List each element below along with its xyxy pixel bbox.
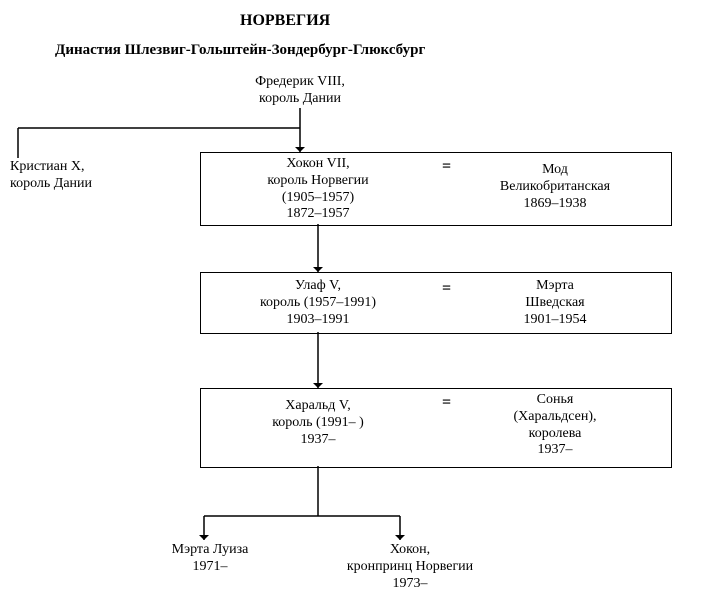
g1-right: Мод Великобританская 1869–1938 bbox=[475, 162, 635, 212]
g2-right: Мэрта Шведская 1901–1954 bbox=[475, 278, 635, 328]
page-title: НОРВЕГИЯ bbox=[240, 12, 330, 30]
g1-left: Хокон VII, король Норвегии (1905–1957) 1… bbox=[238, 156, 398, 223]
g3-equals: = bbox=[442, 394, 451, 412]
g2-left: Улаф V, король (1957–1991) 1903–1991 bbox=[238, 278, 398, 328]
node-kristian: Кристиан X, король Дании bbox=[10, 159, 150, 193]
g3-right: Сонья (Харальдсен), королева 1937– bbox=[475, 392, 635, 459]
page-subtitle: Династия Шлезвиг-Гольштейн-Зондербург-Гл… bbox=[55, 42, 425, 59]
genealogy-diagram: НОРВЕГИЯ Династия Шлезвиг-Гольштейн-Зонд… bbox=[0, 0, 706, 599]
g2-equals: = bbox=[442, 280, 451, 298]
node-hokon-jr: Хокон, кронпринц Норвегии 1973– bbox=[310, 542, 510, 592]
g3-left: Харальд V, король (1991– ) 1937– bbox=[238, 398, 398, 448]
node-frederik: Фредерик VIII, король Дании bbox=[220, 74, 380, 108]
node-marta-luisa: Мэрта Луиза 1971– bbox=[140, 542, 280, 576]
g1-equals: = bbox=[442, 158, 451, 176]
